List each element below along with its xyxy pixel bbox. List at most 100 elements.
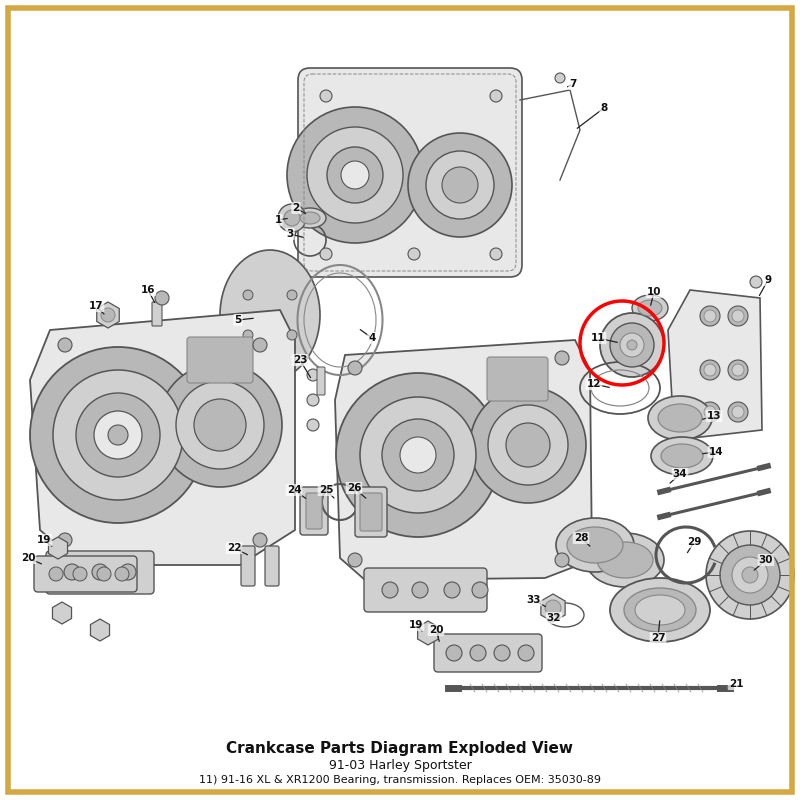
Circle shape [58, 338, 72, 352]
Circle shape [92, 564, 108, 580]
Circle shape [253, 338, 267, 352]
Circle shape [728, 360, 748, 380]
Circle shape [620, 333, 644, 357]
Circle shape [610, 323, 654, 367]
Ellipse shape [556, 518, 634, 572]
Circle shape [278, 204, 306, 232]
Text: 4: 4 [368, 333, 376, 343]
Text: 30: 30 [758, 555, 774, 565]
FancyBboxPatch shape [355, 487, 387, 537]
Circle shape [58, 533, 72, 547]
Circle shape [73, 567, 87, 581]
Circle shape [732, 557, 768, 593]
Text: 2: 2 [292, 203, 300, 213]
Circle shape [76, 393, 160, 477]
FancyBboxPatch shape [300, 487, 328, 535]
FancyBboxPatch shape [364, 568, 487, 612]
Text: 29: 29 [687, 537, 701, 547]
Text: 3: 3 [286, 229, 294, 239]
Circle shape [327, 147, 383, 203]
Circle shape [336, 373, 500, 537]
Polygon shape [668, 290, 762, 438]
Circle shape [307, 394, 319, 406]
Circle shape [243, 290, 253, 300]
Text: 7: 7 [570, 79, 577, 89]
Text: 19: 19 [37, 535, 51, 545]
Polygon shape [30, 310, 295, 565]
FancyBboxPatch shape [317, 367, 325, 395]
Ellipse shape [658, 404, 702, 432]
Circle shape [446, 645, 462, 661]
Circle shape [732, 406, 744, 418]
Text: 10: 10 [646, 287, 662, 297]
Text: 33: 33 [526, 595, 542, 605]
Text: 17: 17 [89, 301, 103, 311]
FancyBboxPatch shape [306, 493, 322, 529]
Circle shape [494, 645, 510, 661]
Circle shape [108, 425, 128, 445]
Circle shape [307, 419, 319, 431]
Circle shape [320, 90, 332, 102]
Text: 20: 20 [21, 553, 35, 563]
Circle shape [194, 399, 246, 451]
Text: Crankcase Parts Diagram Exploded View: Crankcase Parts Diagram Exploded View [226, 741, 574, 755]
Circle shape [426, 151, 494, 219]
Circle shape [287, 107, 423, 243]
Text: 32: 32 [546, 613, 562, 623]
Text: 12: 12 [586, 379, 602, 389]
FancyBboxPatch shape [265, 546, 279, 586]
Circle shape [627, 340, 637, 350]
Circle shape [490, 90, 502, 102]
Circle shape [53, 370, 183, 500]
FancyBboxPatch shape [34, 556, 137, 592]
Circle shape [600, 313, 664, 377]
Ellipse shape [597, 542, 653, 578]
Circle shape [472, 582, 488, 598]
Ellipse shape [294, 208, 326, 228]
Text: 11) 91-16 XL & XR1200 Bearing, transmission. Replaces OEM: 35030-89: 11) 91-16 XL & XR1200 Bearing, transmiss… [199, 775, 601, 785]
Circle shape [555, 73, 565, 83]
Circle shape [348, 361, 362, 375]
FancyBboxPatch shape [298, 68, 522, 277]
Circle shape [732, 364, 744, 376]
Text: 16: 16 [141, 285, 155, 295]
Circle shape [97, 567, 111, 581]
Text: 14: 14 [709, 447, 723, 457]
Ellipse shape [220, 250, 320, 380]
Text: 1: 1 [274, 215, 282, 225]
Circle shape [115, 567, 129, 581]
Circle shape [470, 645, 486, 661]
Circle shape [742, 567, 758, 583]
Text: 22: 22 [226, 543, 242, 553]
Ellipse shape [610, 578, 710, 642]
Circle shape [555, 351, 569, 365]
Circle shape [555, 553, 569, 567]
Ellipse shape [300, 212, 320, 224]
Circle shape [700, 360, 720, 380]
Circle shape [704, 310, 716, 322]
Circle shape [408, 248, 420, 260]
Circle shape [728, 306, 748, 326]
FancyBboxPatch shape [360, 493, 382, 531]
Circle shape [320, 248, 332, 260]
Circle shape [518, 645, 534, 661]
Circle shape [720, 545, 780, 605]
Ellipse shape [624, 588, 696, 632]
Circle shape [94, 411, 142, 459]
Text: 27: 27 [650, 633, 666, 643]
Circle shape [506, 423, 550, 467]
Circle shape [408, 133, 512, 237]
Ellipse shape [648, 396, 712, 440]
Circle shape [490, 248, 502, 260]
Circle shape [101, 308, 115, 322]
Circle shape [704, 364, 716, 376]
Circle shape [348, 553, 362, 567]
Circle shape [700, 306, 720, 326]
Circle shape [49, 567, 63, 581]
Circle shape [284, 210, 300, 226]
FancyBboxPatch shape [241, 546, 255, 586]
Text: 28: 28 [574, 533, 588, 543]
Circle shape [287, 290, 297, 300]
FancyBboxPatch shape [187, 337, 253, 383]
Ellipse shape [632, 295, 668, 321]
